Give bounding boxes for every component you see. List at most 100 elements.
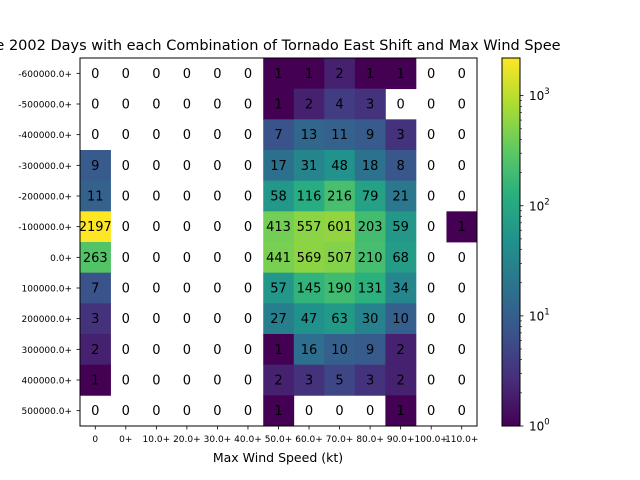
heatmap-cell xyxy=(385,364,417,396)
heatmap-cell xyxy=(80,242,111,274)
heatmap-cell xyxy=(354,334,386,366)
cell-value-label: 0 xyxy=(152,128,160,143)
cell-value-label: 1 xyxy=(305,67,313,82)
heatmap-cell xyxy=(293,334,325,366)
cell-value-label: 0 xyxy=(458,282,466,297)
y-tick-label: -200000.0+ xyxy=(18,193,72,203)
cell-value-label: 0 xyxy=(183,374,191,389)
cell-value-label: 0 xyxy=(244,128,252,143)
heatmap-cell xyxy=(293,150,325,182)
cell-value-label: 0 xyxy=(213,159,221,174)
cell-value-label: 0 xyxy=(244,98,252,113)
cell-value-label: 0 xyxy=(366,404,374,419)
cell-value-label: 2 xyxy=(274,374,282,389)
heatmap-cell xyxy=(324,242,356,274)
cell-value-label: 0 xyxy=(213,190,221,205)
cell-value-label: 1 xyxy=(366,67,374,82)
heatmap-cell xyxy=(263,211,295,243)
cell-value-label: 11 xyxy=(87,190,104,205)
heatmap-cell xyxy=(263,119,295,151)
cell-value-label: 0 xyxy=(152,343,160,358)
cell-value-label: 0 xyxy=(244,404,252,419)
heatmap-cell xyxy=(293,180,325,212)
x-tick-label: 90.0+ xyxy=(387,435,415,445)
y-tick-label: 300000.0+ xyxy=(22,346,72,356)
cell-value-label: 3 xyxy=(305,374,313,389)
cell-value-label: 63 xyxy=(331,312,348,327)
heatmap-cell xyxy=(293,119,325,151)
y-axis-ticks: -600000.0+ -500000.0+ -400000.0+ -300000.0+… xyxy=(18,70,80,417)
heatmap-cell xyxy=(324,303,356,335)
cell-value-label: 13 xyxy=(301,128,318,143)
colorbar-tick-label: 101 xyxy=(529,307,550,323)
cell-value-label: 0 xyxy=(183,404,191,419)
colorbar-tick-label: 100 xyxy=(529,418,550,434)
heatmap-cell xyxy=(385,150,417,182)
cell-value-label: 0 xyxy=(458,251,466,266)
heatmap-cell xyxy=(293,58,325,90)
colorbar-tick-label: 102 xyxy=(529,197,550,213)
cell-value-label: 0 xyxy=(183,282,191,297)
cell-value-label: 0 xyxy=(458,404,466,419)
heatmap-cell xyxy=(80,334,111,366)
cell-value-label: 210 xyxy=(358,251,383,266)
cell-value-label: 507 xyxy=(327,251,352,266)
cell-value-label: 0 xyxy=(335,404,343,419)
cell-value-label: 9 xyxy=(91,159,99,174)
heatmap-cell xyxy=(80,364,111,396)
cell-value-label: 17 xyxy=(270,159,287,174)
heatmap-cell xyxy=(354,88,386,120)
cell-value-label: 0 xyxy=(152,159,160,174)
cell-value-label: 0 xyxy=(427,67,435,82)
cell-value-label: 10 xyxy=(331,343,348,358)
cell-value-label: 131 xyxy=(358,282,383,297)
cell-value-label: 0 xyxy=(183,220,191,235)
heatmap-cell xyxy=(293,88,325,120)
cell-value-label: 0 xyxy=(458,374,466,389)
cell-value-label: 0 xyxy=(244,67,252,82)
cell-value-label: 47 xyxy=(301,312,318,327)
x-tick-label: 50.0+ xyxy=(265,435,293,445)
cell-value-label: 0 xyxy=(122,98,130,113)
cell-value-label: 48 xyxy=(331,159,348,174)
cell-value-label: 30 xyxy=(362,312,379,327)
cell-value-label: 3 xyxy=(91,312,99,327)
y-tick-label: 0.0+ xyxy=(50,254,72,264)
x-tick-label: 60.0+ xyxy=(295,435,323,445)
heatmap-cell xyxy=(324,88,356,120)
heatmap-cells xyxy=(80,58,478,427)
x-tick-label: 30.0+ xyxy=(204,435,232,445)
cell-value-label: 7 xyxy=(91,282,99,297)
cell-value-label: 0 xyxy=(427,128,435,143)
cell-value-label: 0 xyxy=(152,220,160,235)
cell-value-label: 0 xyxy=(122,67,130,82)
cell-value-label: 0 xyxy=(91,128,99,143)
cell-value-label: 1 xyxy=(274,404,282,419)
heatmap-cell xyxy=(354,364,386,396)
cell-value-label: 0 xyxy=(183,67,191,82)
cell-value-label: 57 xyxy=(270,282,287,297)
cell-value-label: 0 xyxy=(244,190,252,205)
cell-value-label: 0 xyxy=(458,343,466,358)
cell-value-label: 0 xyxy=(427,220,435,235)
cell-value-label: 34 xyxy=(392,282,409,297)
cell-value-label: 0 xyxy=(458,67,466,82)
y-tick-label: -500000.0+ xyxy=(18,101,72,111)
cell-value-label: 557 xyxy=(297,220,322,235)
cell-value-label: 0 xyxy=(427,159,435,174)
cell-value-label: 0 xyxy=(427,374,435,389)
y-tick-label: -400000.0+ xyxy=(18,131,72,141)
cell-value-label: 1 xyxy=(274,343,282,358)
cell-value-label: 0 xyxy=(122,312,130,327)
cell-value-label: 116 xyxy=(297,190,322,205)
cell-value-label: 0 xyxy=(91,98,99,113)
heatmap-cell xyxy=(324,334,356,366)
cell-value-label: 0 xyxy=(213,251,221,266)
cell-value-label: 11 xyxy=(331,128,348,143)
cell-value-label: 0 xyxy=(213,128,221,143)
cell-value-label: 0 xyxy=(213,220,221,235)
heatmap-cell xyxy=(446,211,478,243)
heatmap-cell xyxy=(263,303,295,335)
cell-value-label: 2 xyxy=(397,343,405,358)
cell-value-label: 0 xyxy=(183,98,191,113)
